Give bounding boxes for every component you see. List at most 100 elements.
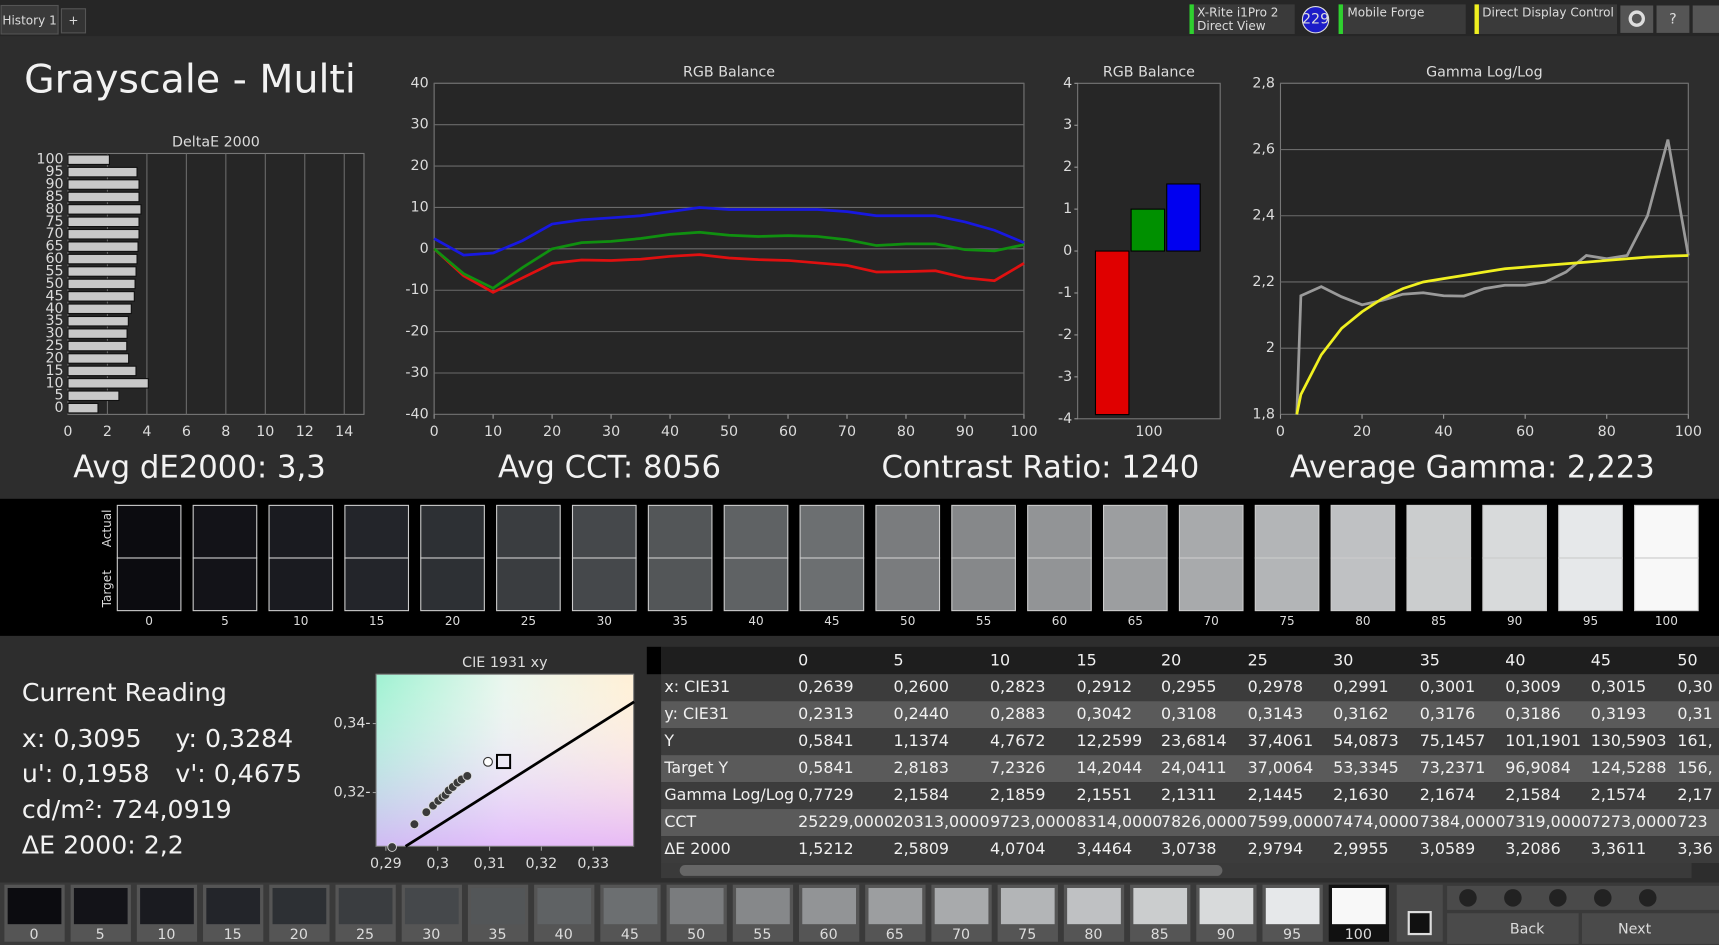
patch-label: 40	[555, 927, 573, 943]
reading-value: u': 0,1958	[22, 759, 150, 788]
scrollbar-thumb[interactable]	[679, 864, 1223, 876]
meter-select[interactable]	[1189, 4, 1295, 34]
patch-label: 85	[1151, 927, 1169, 943]
patch-color	[669, 887, 724, 925]
table-cell: 0,2912	[1077, 677, 1133, 696]
series-line	[433, 230, 1025, 290]
y-tick-label: 2,8	[1252, 75, 1275, 91]
table-cell: 7474,0000	[1333, 812, 1419, 831]
y-tick-label: 65	[45, 239, 63, 255]
y-tick-label: 2	[1063, 159, 1072, 175]
table-cell: 2,1630	[1333, 785, 1389, 804]
x-tick-label: 10	[484, 424, 502, 440]
meter-mode: Direct View	[1197, 19, 1266, 33]
swatch-label: 70	[1204, 614, 1219, 628]
swatch-target	[1027, 557, 1092, 612]
point	[409, 819, 420, 830]
x-tick-label: 0,3	[426, 856, 449, 872]
table-cell: 96,9084	[1505, 758, 1571, 777]
x-tick-label: 2	[103, 424, 112, 440]
table-cell: 2,1584	[893, 785, 949, 804]
y-tick-label: 90	[45, 177, 63, 193]
patch-color	[802, 887, 856, 925]
y-tick-label: 2	[1266, 340, 1275, 356]
y-tick-label: 2,6	[1252, 142, 1275, 158]
swatch-label: 90	[1507, 614, 1522, 628]
table-cell: 1,1374	[893, 731, 949, 750]
collapse-button[interactable]	[1692, 5, 1719, 33]
swatch-actual	[344, 504, 410, 559]
y-tick-label: 15	[45, 363, 63, 379]
row-label: x: CIE31	[664, 677, 730, 696]
table-cell: 0,2639	[798, 677, 854, 696]
table-cell: 1,5212	[798, 839, 854, 858]
patch-color	[206, 887, 261, 925]
swatch-actual	[116, 504, 182, 559]
swatch-actual	[875, 504, 941, 559]
y-tick-label: 2,4	[1252, 208, 1275, 224]
y-tick-label: 30	[411, 117, 429, 133]
help-button[interactable]	[1656, 5, 1690, 33]
swatch-target	[1330, 557, 1396, 612]
swatch-label: 55	[976, 614, 991, 628]
table-cell: 9723,0000	[990, 812, 1076, 831]
back-button[interactable]	[1447, 913, 1579, 944]
x-tick-label: 10	[256, 424, 274, 440]
cie-background	[376, 674, 634, 847]
status	[1474, 4, 1479, 34]
settings-button[interactable]	[1620, 5, 1654, 33]
y-tick-label: -10	[405, 282, 428, 298]
swatch-label: 35	[672, 614, 687, 628]
table-cell: 2,1574	[1591, 785, 1647, 804]
table-cell: 14,2044	[1077, 758, 1143, 777]
tab[interactable]	[0, 4, 59, 35]
y-tick-label: 100	[36, 152, 63, 168]
y-tick-label: 45	[45, 288, 63, 304]
table-cell: 3,0589	[1420, 839, 1476, 858]
swatch-target	[192, 557, 258, 612]
profile-select[interactable]	[1338, 4, 1466, 34]
table-cell: 0,3042	[1077, 704, 1133, 723]
plot-area	[375, 673, 635, 847]
bar	[67, 278, 136, 290]
column-header: 5	[893, 651, 903, 670]
patch-label: 50	[687, 927, 705, 943]
x-tick-label: 100	[1010, 424, 1037, 440]
table-row	[661, 755, 1719, 783]
table-row	[661, 674, 1719, 702]
table-cell: 7384,0000	[1420, 812, 1506, 831]
table-cell: 2,1584	[1505, 785, 1561, 804]
next-button[interactable]	[1581, 913, 1719, 944]
icon	[1504, 889, 1522, 907]
swatch-actual	[268, 504, 334, 559]
x-tick-label: 0,32	[526, 856, 558, 872]
playback-controls[interactable]	[1447, 885, 1719, 910]
icon	[1549, 889, 1567, 907]
status	[1338, 4, 1343, 34]
chart-title: DeltaE 2000	[172, 135, 260, 151]
x-tick-label: 8	[221, 424, 230, 440]
add-tab[interactable]	[60, 8, 87, 34]
table-cell: 12,2599	[1077, 731, 1143, 750]
chart-title: Gamma Log/Log	[1426, 64, 1543, 80]
y-tick-label: 50	[45, 276, 63, 292]
swatch-actual	[1178, 504, 1244, 559]
patch-label: 15	[224, 927, 242, 943]
badge[interactable]	[1301, 6, 1330, 34]
patch-label: 95	[1283, 927, 1301, 943]
table-cell: 0,5841	[798, 758, 854, 777]
table-cell: 7319,0000	[1505, 812, 1591, 831]
patch-color	[73, 887, 128, 925]
table-cell: 130,5903	[1591, 731, 1667, 750]
swatch-label: 80	[1355, 614, 1370, 628]
bar	[67, 353, 130, 364]
add-tab-label: +	[68, 13, 78, 27]
table-cell: 2,1551	[1077, 785, 1133, 804]
patch-label: 0	[29, 927, 38, 943]
control-select[interactable]	[1474, 4, 1618, 34]
y-tick-label: 3	[1063, 117, 1072, 133]
swatch-label: 50	[900, 614, 915, 628]
table-cell: 73,2371	[1420, 758, 1486, 777]
bar	[67, 241, 139, 252]
